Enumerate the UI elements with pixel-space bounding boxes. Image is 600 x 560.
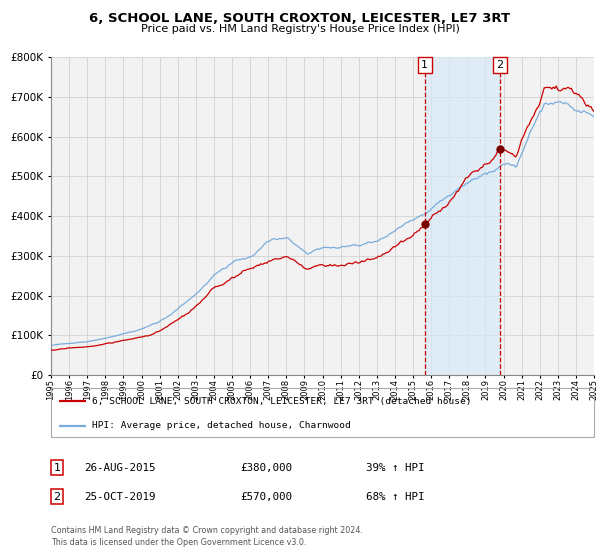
Text: £380,000: £380,000 [240,463,292,473]
Text: This data is licensed under the Open Government Licence v3.0.: This data is licensed under the Open Gov… [51,538,307,547]
Text: 6, SCHOOL LANE, SOUTH CROXTON, LEICESTER, LE7 3RT (detached house): 6, SCHOOL LANE, SOUTH CROXTON, LEICESTER… [92,397,471,406]
Text: 25-OCT-2019: 25-OCT-2019 [84,492,155,502]
Text: 6, SCHOOL LANE, SOUTH CROXTON, LEICESTER, LE7 3RT: 6, SCHOOL LANE, SOUTH CROXTON, LEICESTER… [89,12,511,25]
Text: £570,000: £570,000 [240,492,292,502]
Text: 1: 1 [53,463,61,473]
Bar [425,57,500,375]
Text: 2: 2 [53,492,61,502]
Text: Price paid vs. HM Land Registry's House Price Index (HPI): Price paid vs. HM Land Registry's House … [140,24,460,34]
Text: 39% ↑ HPI: 39% ↑ HPI [366,463,425,473]
Text: Contains HM Land Registry data © Crown copyright and database right 2024.: Contains HM Land Registry data © Crown c… [51,526,363,535]
Text: HPI: Average price, detached house, Charnwood: HPI: Average price, detached house, Char… [92,422,350,431]
Text: 68% ↑ HPI: 68% ↑ HPI [366,492,425,502]
Text: 26-AUG-2015: 26-AUG-2015 [84,463,155,473]
Text: 2: 2 [496,60,503,70]
Text: 1: 1 [421,60,428,70]
